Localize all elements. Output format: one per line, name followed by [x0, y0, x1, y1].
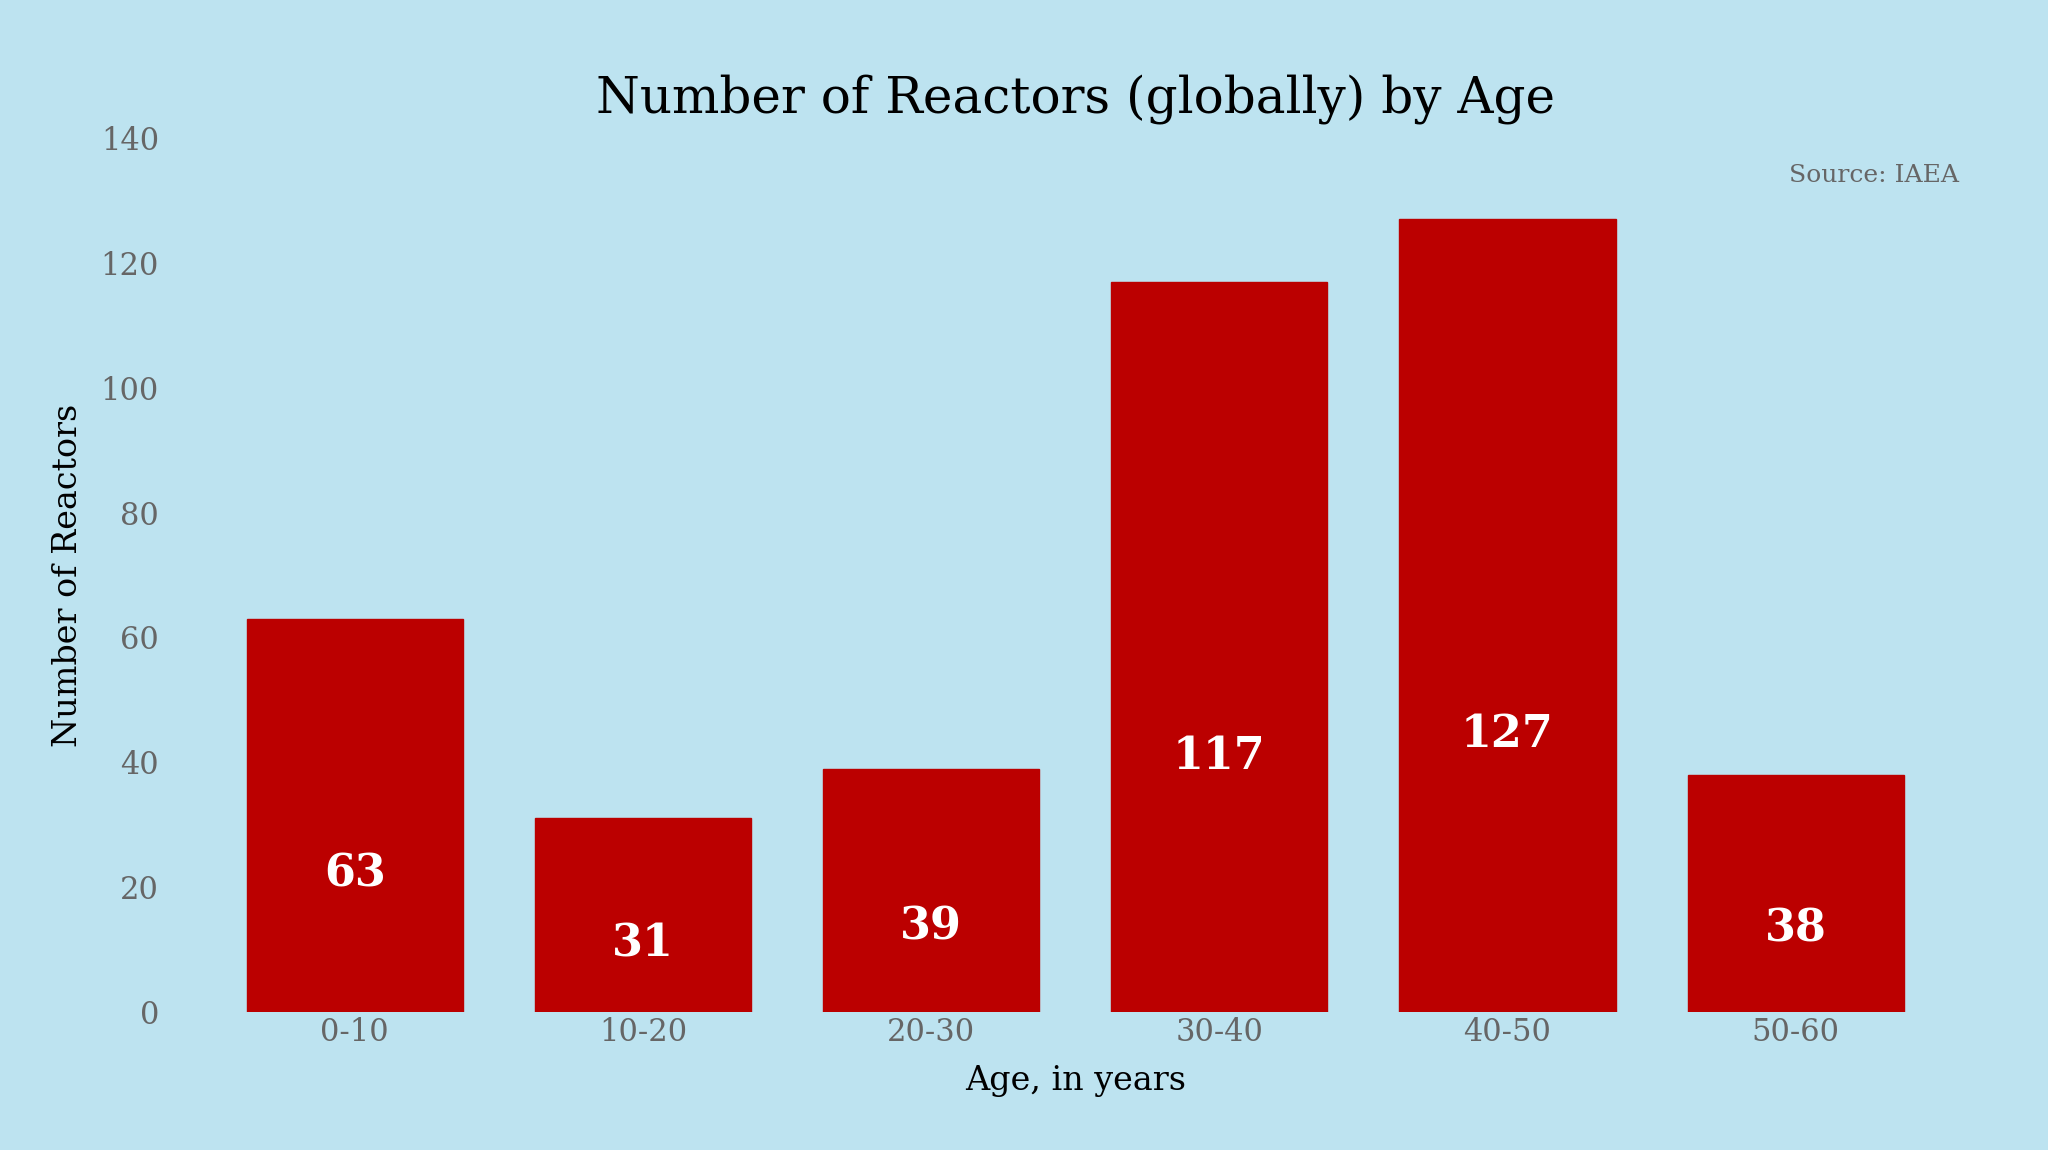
Title: Number of Reactors (globally) by Age: Number of Reactors (globally) by Age: [596, 75, 1554, 124]
X-axis label: Age, in years: Age, in years: [965, 1065, 1186, 1097]
Text: 31: 31: [612, 922, 674, 966]
Text: 39: 39: [901, 905, 963, 949]
Bar: [246, 619, 463, 1012]
Text: 127: 127: [1460, 713, 1554, 756]
Bar: [535, 819, 752, 1012]
Bar: [1688, 775, 1905, 1012]
Text: 63: 63: [324, 853, 385, 896]
Bar: [823, 768, 1038, 1012]
Text: Source: IAEA: Source: IAEA: [1790, 164, 1960, 187]
Text: 117: 117: [1174, 735, 1266, 777]
Y-axis label: Number of Reactors: Number of Reactors: [51, 404, 84, 746]
Bar: [1112, 282, 1327, 1012]
Text: 38: 38: [1765, 907, 1827, 950]
Bar: [1399, 220, 1616, 1012]
